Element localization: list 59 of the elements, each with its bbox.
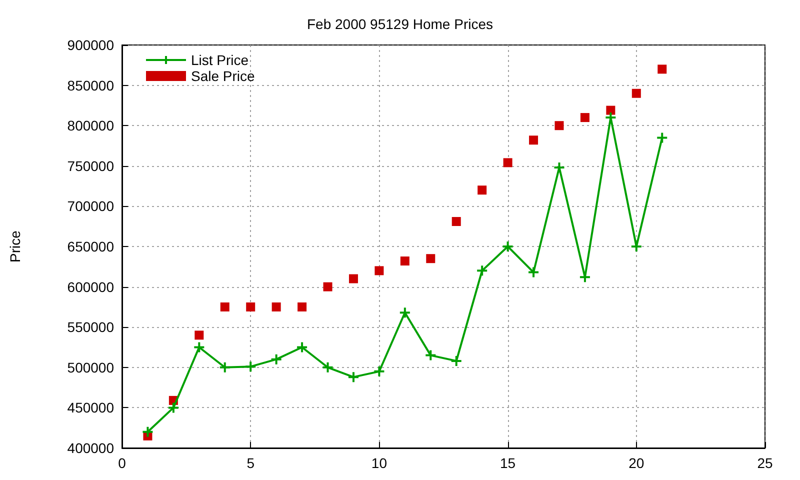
point bbox=[194, 330, 204, 340]
y-tick-label: 750000 bbox=[67, 158, 114, 174]
point bbox=[218, 361, 231, 374]
point bbox=[553, 162, 566, 174]
point bbox=[426, 254, 436, 264]
point bbox=[656, 132, 668, 144]
y-tick-label: 700000 bbox=[67, 198, 114, 214]
point bbox=[373, 365, 386, 378]
point bbox=[502, 240, 514, 252]
point bbox=[272, 302, 281, 312]
point bbox=[270, 353, 282, 366]
y-tick-label: 600000 bbox=[67, 278, 114, 295]
point bbox=[529, 136, 538, 145]
point bbox=[374, 266, 384, 276]
point bbox=[322, 361, 334, 374]
legend-label: Sale Price bbox=[191, 68, 256, 84]
x-tick-label: 25 bbox=[757, 455, 773, 471]
point bbox=[606, 106, 616, 115]
point bbox=[450, 354, 462, 367]
point bbox=[298, 302, 307, 312]
point bbox=[246, 302, 256, 312]
point bbox=[476, 264, 488, 277]
chart-title: Feb 2000 95129 Home Prices bbox=[307, 16, 493, 32]
y-tick-label: 850000 bbox=[67, 77, 114, 94]
point bbox=[347, 371, 360, 384]
point bbox=[452, 217, 461, 226]
y-tick-label: 400000 bbox=[67, 440, 114, 456]
x-tick-label: 10 bbox=[371, 455, 388, 471]
point bbox=[554, 121, 564, 130]
point bbox=[478, 186, 487, 195]
y-axis-title: Price bbox=[7, 230, 23, 262]
point bbox=[323, 282, 332, 292]
y-tick-label: 500000 bbox=[67, 359, 114, 376]
legend-label: List Price bbox=[191, 52, 249, 68]
point bbox=[630, 240, 642, 252]
point bbox=[503, 158, 512, 168]
point bbox=[658, 64, 667, 74]
point bbox=[296, 341, 308, 354]
point bbox=[193, 341, 206, 354]
point bbox=[167, 402, 180, 414]
point bbox=[424, 349, 437, 362]
point bbox=[528, 266, 540, 278]
y-tick-label: 800000 bbox=[67, 118, 114, 134]
point bbox=[400, 256, 410, 266]
x-tick-label: 5 bbox=[246, 455, 255, 471]
y-tick-label: 900000 bbox=[67, 37, 114, 53]
y-tick-label: 650000 bbox=[67, 238, 114, 254]
x-tick-label: 0 bbox=[118, 455, 126, 471]
point bbox=[348, 274, 358, 284]
x-tick-label: 20 bbox=[628, 455, 644, 471]
point bbox=[142, 426, 154, 438]
point bbox=[398, 306, 411, 319]
point bbox=[632, 88, 641, 98]
point bbox=[220, 302, 230, 312]
x-tick-label: 15 bbox=[500, 455, 516, 471]
point bbox=[244, 360, 257, 373]
point bbox=[580, 113, 590, 122]
y-tick-label: 550000 bbox=[67, 319, 114, 336]
y-tick-label: 450000 bbox=[67, 400, 114, 416]
